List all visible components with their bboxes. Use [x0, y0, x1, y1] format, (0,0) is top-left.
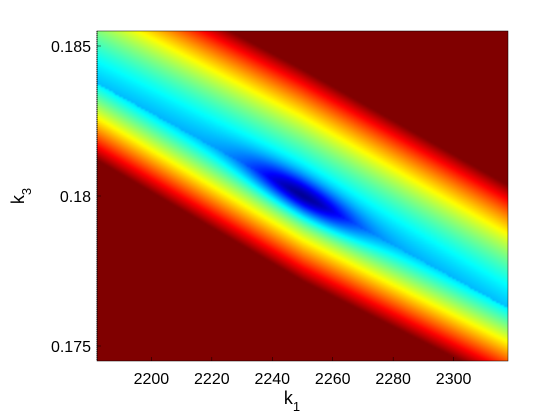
- y-axis-ticks: 0.175 0.18 0.185: [51, 39, 101, 356]
- y-tick-label: 0.18: [60, 189, 91, 206]
- x-tick-label: 2300: [436, 371, 472, 388]
- x-axis-label: k1: [284, 388, 300, 414]
- heatmap-surface: [97, 31, 508, 361]
- x-tick-label: 2200: [134, 371, 170, 388]
- x-tick-label: 2280: [375, 371, 411, 388]
- y-axis-label: k3: [8, 188, 34, 204]
- x-axis-ticks: 2200 2220 2240 2260 2280 2300: [134, 357, 472, 388]
- x-tick-label: 2260: [315, 371, 351, 388]
- y-tick-label: 0.175: [51, 339, 91, 356]
- x-tick-label: 2240: [254, 371, 290, 388]
- x-tick-label: 2220: [194, 371, 230, 388]
- plot-area: [96, 30, 509, 362]
- y-tick-label: 0.185: [51, 39, 91, 56]
